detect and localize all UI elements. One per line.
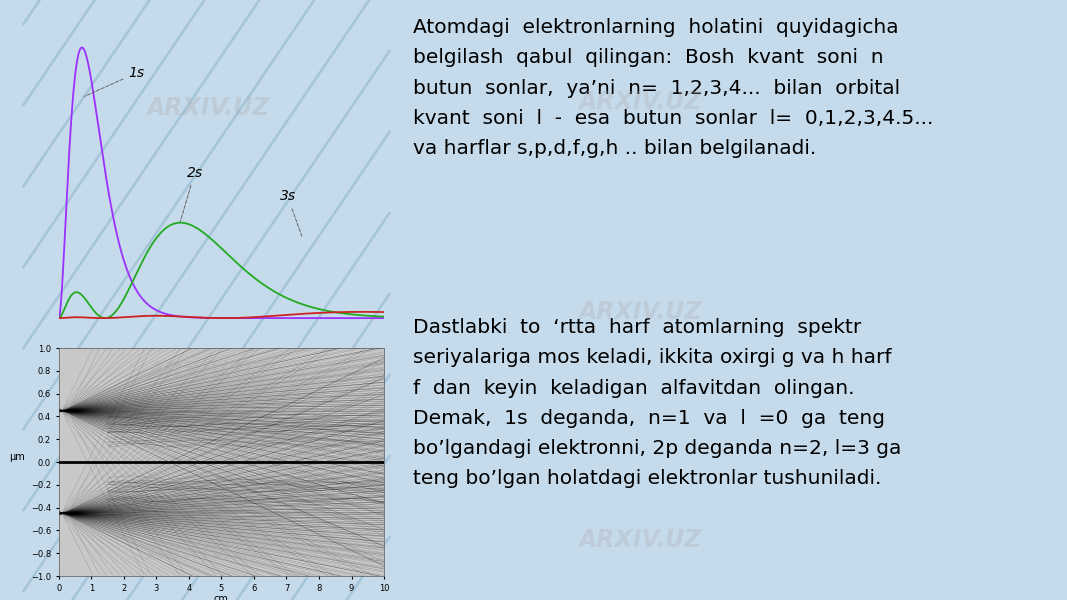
- Text: 1s: 1s: [84, 66, 144, 97]
- Text: ARXIV.UZ: ARXIV.UZ: [146, 540, 270, 564]
- Text: ARXIV.UZ: ARXIV.UZ: [578, 90, 702, 114]
- Text: ARXIV.UZ: ARXIV.UZ: [146, 96, 270, 120]
- Text: 3s: 3s: [280, 190, 302, 236]
- Text: Dastlabki  to  ‘rtta  harf  atomlarning  spektr
seriyalariga mos keladi, ikkita : Dastlabki to ‘rtta harf atomlarning spek…: [413, 318, 902, 488]
- Text: ARXIV.UZ: ARXIV.UZ: [146, 360, 270, 384]
- Text: ARXIV.UZ: ARXIV.UZ: [578, 528, 702, 552]
- Text: 2s: 2s: [180, 166, 203, 221]
- Text: Atomdagi  elektronlarning  holatini  quyidagicha
belgilash  qabul  qilingan:  Bo: Atomdagi elektronlarning holatini quyida…: [413, 18, 934, 158]
- Text: ARXIV.UZ: ARXIV.UZ: [578, 300, 702, 324]
- X-axis label: cm: cm: [214, 594, 228, 600]
- Y-axis label: μm: μm: [9, 452, 25, 462]
